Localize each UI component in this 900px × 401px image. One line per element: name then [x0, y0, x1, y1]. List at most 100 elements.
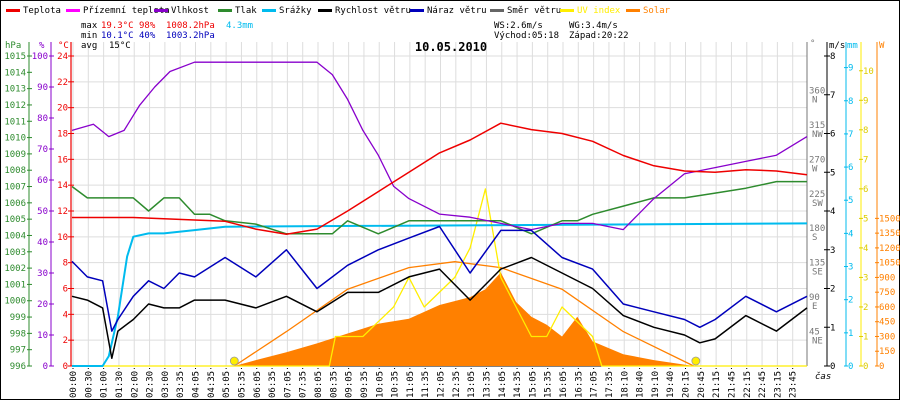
x-tick-label: 06:35	[268, 371, 278, 398]
solar-tick-label: 1500	[879, 214, 900, 224]
wind-tick-label: 3	[830, 246, 835, 256]
x-tick-label: 02:30	[146, 371, 156, 398]
x-tick-label: 12:05	[437, 371, 447, 398]
wind-tick-label: 1	[830, 323, 835, 333]
legend-label: Přízemní teplota	[83, 6, 170, 16]
pressure-tick-label: 1007	[4, 183, 26, 193]
solar-area	[72, 272, 807, 366]
uv-tick-label: 0	[863, 362, 868, 372]
solar-tick-label: 750	[879, 288, 895, 298]
x-tick-label: 00:00	[69, 371, 79, 398]
pressure-tick-label: 1008	[4, 166, 26, 176]
temperature-tick-label: 6	[63, 285, 68, 295]
temperature-tick-label: 22	[57, 78, 68, 88]
direction-tick-label: 360	[809, 86, 825, 96]
legend-label: Srážky	[279, 6, 312, 16]
solar-tick-label: 300	[879, 332, 895, 342]
humidity-tick-label: 80	[37, 114, 48, 124]
uv-tick-label: 1	[863, 332, 868, 342]
solar-tick-label: 600	[879, 303, 895, 313]
pressure-tick-label: 996	[10, 362, 26, 372]
pressure-tick-label: 1013	[4, 85, 26, 95]
legend-swatch	[154, 9, 168, 12]
x-tick-label: 13:05	[467, 371, 477, 398]
x-tick-label: 19:40	[666, 371, 676, 398]
temperature-tick-label: 8	[63, 259, 68, 269]
pressure-tick-label: 1006	[4, 199, 26, 209]
stats-press-max: 1008.2hPa	[166, 21, 215, 31]
sunset-marker	[691, 356, 701, 366]
uv-tick-label: 5	[863, 214, 868, 224]
x-tick-label: 14:35	[513, 371, 523, 398]
temperature-tick-label: 16	[57, 155, 68, 165]
legend-swatch	[410, 9, 424, 12]
solar-tick-label: 0	[879, 362, 884, 372]
x-tick-label: 23:15	[773, 371, 783, 398]
uv-tick-label: 7	[863, 155, 868, 165]
pressure-tick-label: 1011	[4, 117, 26, 127]
humidity-tick-label: 70	[37, 145, 48, 155]
direction-tick-dir: E	[812, 302, 817, 312]
legend-label: Tlak	[235, 6, 257, 16]
uv-tick-label: 6	[863, 185, 868, 195]
x-tick-label: 00:30	[84, 371, 94, 398]
rain-tick-label: 6	[848, 163, 853, 173]
rain-tick-label: 0	[848, 362, 853, 372]
legend-swatch	[262, 9, 276, 12]
rain-axis-unit: mm	[847, 41, 858, 51]
stats-max-label: max	[81, 21, 98, 31]
direction-tick-label: 180	[809, 224, 825, 234]
wind-tick-label: 4	[830, 207, 835, 217]
x-tick-label: 04:35	[207, 371, 217, 398]
uv-tick-label: 3	[863, 273, 868, 283]
humidity-tick-label: 30	[37, 269, 48, 279]
temperature-tick-label: 18	[57, 130, 68, 140]
x-tick-label: 10:05	[375, 371, 385, 398]
solar-tick-label: 900	[879, 273, 895, 283]
sunrise-marker	[229, 356, 239, 366]
chart-title: 10.05.2010	[415, 40, 487, 54]
humidity-axis-unit: %	[39, 41, 45, 51]
solar-tick-label: 1200	[879, 244, 900, 254]
uv-tick-label: 9	[863, 96, 868, 106]
uv-tick-label: 8	[863, 126, 868, 136]
wind-tick-label: 2	[830, 285, 835, 295]
x-tick-label: 14:05	[498, 371, 508, 398]
pressure-tick-label: 999	[10, 313, 26, 323]
x-tick-label: 01:00	[100, 371, 110, 398]
temperature-tick-label: 2	[63, 336, 68, 346]
stats-min-label: min	[81, 31, 97, 41]
x-axis-label: čas	[815, 371, 831, 382]
temperature-tick-label: 14	[57, 181, 68, 191]
wind-tick-label: 0	[830, 362, 835, 372]
x-tick-label: 09:35	[360, 371, 370, 398]
legend-swatch	[218, 9, 232, 12]
x-tick-label: 17:35	[605, 371, 615, 398]
x-tick-label: 04:05	[192, 371, 202, 398]
wind-tick-label: 8	[830, 52, 835, 62]
x-tick-label: 05:35	[237, 371, 247, 398]
humidity-line	[71, 61, 808, 231]
legend-swatch	[6, 9, 20, 12]
uv-tick-label: 2	[863, 303, 868, 313]
temperature-tick-label: 0	[63, 362, 68, 372]
humidity-tick-label: 100	[32, 52, 48, 62]
rain-tick-label: 4	[848, 229, 853, 239]
x-tick-label: 22:15	[743, 371, 753, 398]
legend-swatch	[626, 9, 640, 12]
legend-swatch	[66, 9, 80, 12]
solar-axis-unit: W	[879, 41, 885, 51]
x-tick-label: 15:05	[528, 371, 538, 398]
temperature-line	[72, 122, 808, 236]
rain-tick-label: 7	[848, 130, 853, 140]
direction-tick-label: 225	[809, 190, 825, 200]
x-tick-label: 16:05	[559, 371, 569, 398]
stats-temp-min: 10.1°C	[101, 31, 134, 41]
x-tick-label: 10:35	[391, 371, 401, 398]
pressure-tick-label: 1001	[4, 280, 26, 290]
temperature-tick-label: 10	[57, 233, 68, 243]
solar-tick-label: 450	[879, 318, 895, 328]
pressure-tick-label: 1005	[4, 215, 26, 225]
humidity-tick-label: 60	[37, 176, 48, 186]
